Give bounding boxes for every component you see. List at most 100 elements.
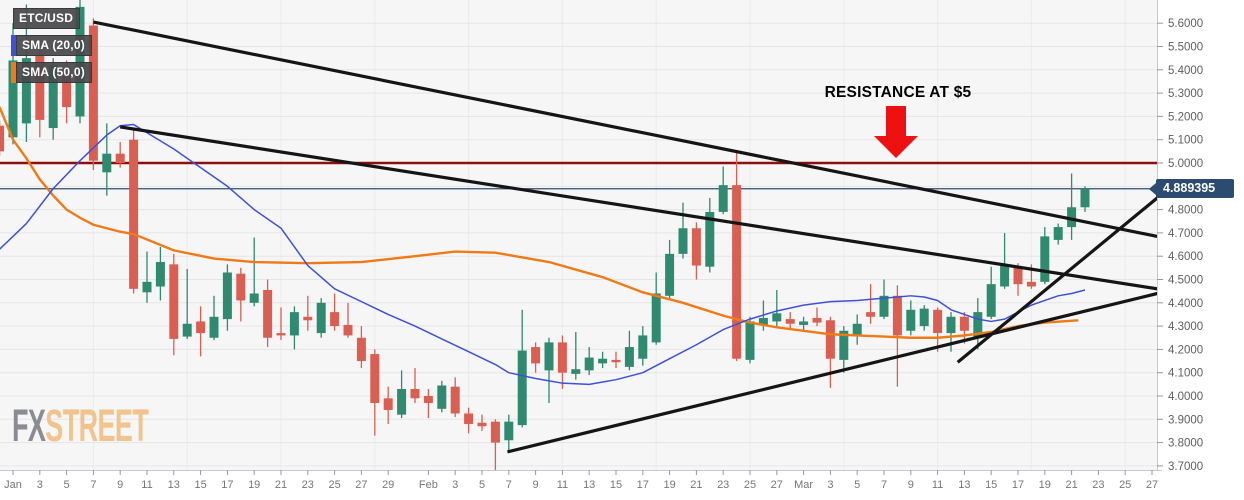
candle-body (142, 281, 152, 293)
candle-body (852, 323, 862, 336)
plot-layers (0, 0, 1157, 470)
y-axis-label: 3.9000 (1168, 414, 1203, 426)
candle-body (785, 319, 795, 324)
legend-item-sma20[interactable]: SMA (20,0) (11, 35, 92, 56)
candle-body (879, 295, 889, 317)
candle-body (1000, 264, 1010, 287)
sma50-color-marker (11, 62, 16, 83)
candle-body (624, 347, 634, 367)
candle-body (397, 389, 407, 415)
candle-body (531, 347, 541, 364)
y-axis-label: 4.1000 (1168, 368, 1203, 380)
x-axis-label: 25 (328, 479, 340, 491)
trendline-ascending-support (507, 291, 1157, 454)
sma20-label: SMA (20,0) (16, 35, 92, 56)
y-axis-label: 5.5000 (1168, 42, 1203, 54)
x-axis-label: 19 (663, 479, 675, 491)
x-axis-label: 13 (168, 479, 180, 491)
y-axis-label: 5.0000 (1168, 158, 1203, 170)
x-axis-label: 25 (744, 479, 756, 491)
x-axis-label: 3 (827, 479, 833, 491)
x-axis-label: 11 (141, 479, 152, 491)
x-axis-label: Jan (4, 479, 22, 491)
x-axis-label: 7 (90, 479, 96, 491)
sma20-color-marker (11, 35, 16, 56)
sma20-line (0, 123, 1086, 386)
legend-item-symbol[interactable]: ETC/USD (13, 8, 81, 29)
candle-body (8, 60, 18, 138)
sma50-line (0, 106, 1079, 339)
candle-body (665, 253, 675, 296)
candle-body (35, 55, 45, 120)
x-axis-label: 9 (908, 479, 914, 491)
trendline-upper-descending-resistance (93, 20, 1157, 238)
y-axis-label: 4.3000 (1168, 321, 1203, 333)
candle-body (758, 317, 768, 325)
candle-body (343, 324, 353, 336)
candle-body (946, 316, 956, 334)
x-axis-label: 11 (557, 479, 568, 491)
candle-body (866, 312, 876, 317)
x-axis-label: 23 (302, 479, 314, 491)
candle-body (772, 313, 782, 322)
candle-body (155, 262, 165, 287)
candle-body (102, 153, 112, 173)
candle-body (490, 421, 500, 443)
candle-body (745, 321, 755, 360)
candle-body (383, 398, 393, 410)
y-axis-label: 4.4000 (1168, 298, 1203, 310)
candle-body (0, 125, 5, 152)
candle-body (356, 337, 366, 362)
candle-body (1040, 236, 1050, 282)
symbol-label: ETC/USD (13, 8, 81, 29)
candle-body (571, 369, 581, 374)
x-axis-label: 5 (854, 479, 860, 491)
y-axis-label: 4.7000 (1168, 228, 1203, 240)
candle-body (691, 228, 701, 266)
candle-body (21, 58, 31, 124)
candle-body (48, 65, 58, 129)
candle-body (209, 316, 219, 338)
x-axis-label: 21 (275, 479, 287, 491)
candle-body (504, 421, 514, 441)
candle-body (638, 335, 648, 359)
x-axis-label: 19 (1039, 479, 1051, 491)
candle-body (557, 342, 567, 373)
plot-background (0, 0, 1157, 470)
candle-body (919, 308, 929, 327)
current-price-badge: 4.889395 (1149, 179, 1234, 199)
candle-body (839, 330, 849, 360)
candle-body (222, 272, 232, 320)
y-axis-label: 5.3000 (1168, 88, 1203, 100)
x-axis-label: 3 (452, 479, 458, 491)
x-axis-label: Feb (419, 479, 438, 491)
candle-body (825, 320, 835, 359)
x-axis-label: 25 (1119, 479, 1131, 491)
candle-body (517, 350, 527, 426)
x-axis-label: 19 (248, 479, 260, 491)
candle-body (88, 25, 98, 161)
candle-body (169, 264, 179, 339)
candle-body (598, 358, 608, 364)
x-axis-label: 15 (985, 479, 997, 491)
legend-item-sma50[interactable]: SMA (50,0) (11, 62, 92, 83)
candle-body (115, 153, 125, 163)
candle-body (718, 185, 728, 212)
y-axis-label: 3.7000 (1168, 461, 1203, 473)
candle-body (423, 396, 433, 403)
candle-body (450, 386, 460, 414)
candle-body (1080, 188, 1090, 208)
y-axis-label: 5.2000 (1168, 111, 1203, 123)
x-axis-label: 27 (355, 479, 367, 491)
candle-body (182, 323, 192, 337)
x-axis-label: 3 (37, 479, 43, 491)
y-axis-label: 4.2000 (1168, 344, 1203, 356)
x-axis-label: 9 (117, 479, 123, 491)
y-axis-label: 4.5000 (1168, 275, 1203, 287)
candle-body (678, 228, 688, 254)
candle-body (410, 389, 420, 399)
candle-body (276, 333, 286, 336)
y-axis-label: 5.6000 (1168, 18, 1203, 30)
candle-body (732, 185, 742, 359)
